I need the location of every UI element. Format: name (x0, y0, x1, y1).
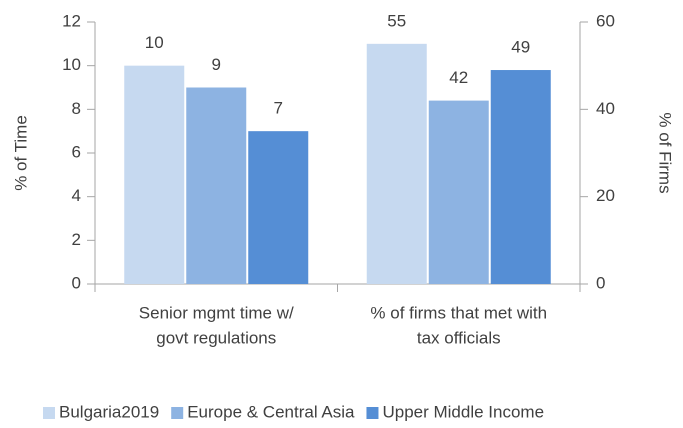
legend-swatch (43, 407, 55, 419)
x-tick-label: govt regulations (156, 328, 276, 347)
data-label: 49 (511, 38, 530, 57)
bar (428, 100, 489, 284)
legend-label: Upper Middle Income (382, 402, 544, 421)
x-tick-label: tax officials (417, 328, 501, 347)
y-tick-label: 6 (72, 142, 81, 161)
y-tick-label: 8 (72, 99, 81, 118)
y-axis-label: % of Time (11, 115, 30, 191)
data-label: 7 (274, 99, 283, 118)
y-tick-label: 2 (72, 230, 81, 249)
bar (124, 65, 185, 285)
legend-swatch (366, 407, 379, 419)
y-tick-label: 10 (62, 55, 81, 74)
bar (248, 131, 309, 284)
bar (490, 70, 551, 285)
data-label: 55 (387, 11, 406, 30)
data-label: 42 (449, 68, 468, 87)
y2-tick-label: 60 (596, 11, 615, 30)
bar (186, 87, 247, 284)
legend-label: Europe & Central Asia (187, 402, 355, 421)
legend-label: Bulgaria2019 (59, 402, 159, 421)
legend-swatch (171, 407, 184, 419)
y-tick-label: 0 (72, 273, 81, 292)
x-tick-label: Senior mgmt time w/ (139, 303, 294, 322)
y2-axis-label: % of Firms (656, 112, 675, 193)
data-label: 9 (212, 55, 221, 74)
y2-tick-label: 0 (596, 273, 605, 292)
data-label: 10 (145, 33, 164, 52)
bar (366, 43, 427, 285)
y2-tick-label: 20 (596, 186, 615, 205)
x-tick-label: % of firms that met with (370, 303, 547, 322)
y-tick-label: 12 (62, 11, 81, 30)
y2-tick-label: 40 (596, 99, 615, 118)
y-tick-label: 4 (72, 186, 81, 205)
